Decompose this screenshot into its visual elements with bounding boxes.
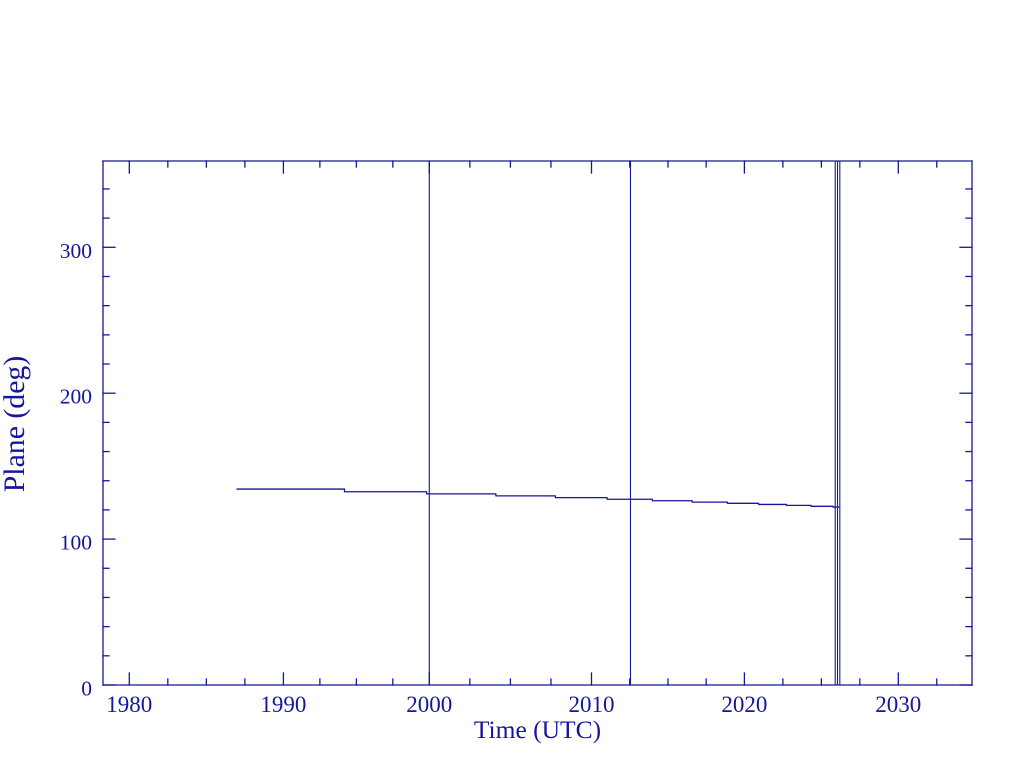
svg-text:1990: 1990 xyxy=(260,692,306,717)
svg-text:2020: 2020 xyxy=(721,692,767,717)
svg-text:100: 100 xyxy=(60,531,92,555)
svg-text:Plane (deg): Plane (deg) xyxy=(0,356,31,493)
svg-text:300: 300 xyxy=(60,239,92,263)
svg-text:200: 200 xyxy=(60,385,92,409)
svg-text:Time (UTC): Time (UTC) xyxy=(474,715,601,744)
svg-text:2000: 2000 xyxy=(406,692,452,717)
svg-text:1980: 1980 xyxy=(106,692,152,717)
svg-text:0: 0 xyxy=(81,677,92,701)
svg-text:2010: 2010 xyxy=(569,692,615,717)
svg-text:2030: 2030 xyxy=(875,692,921,717)
